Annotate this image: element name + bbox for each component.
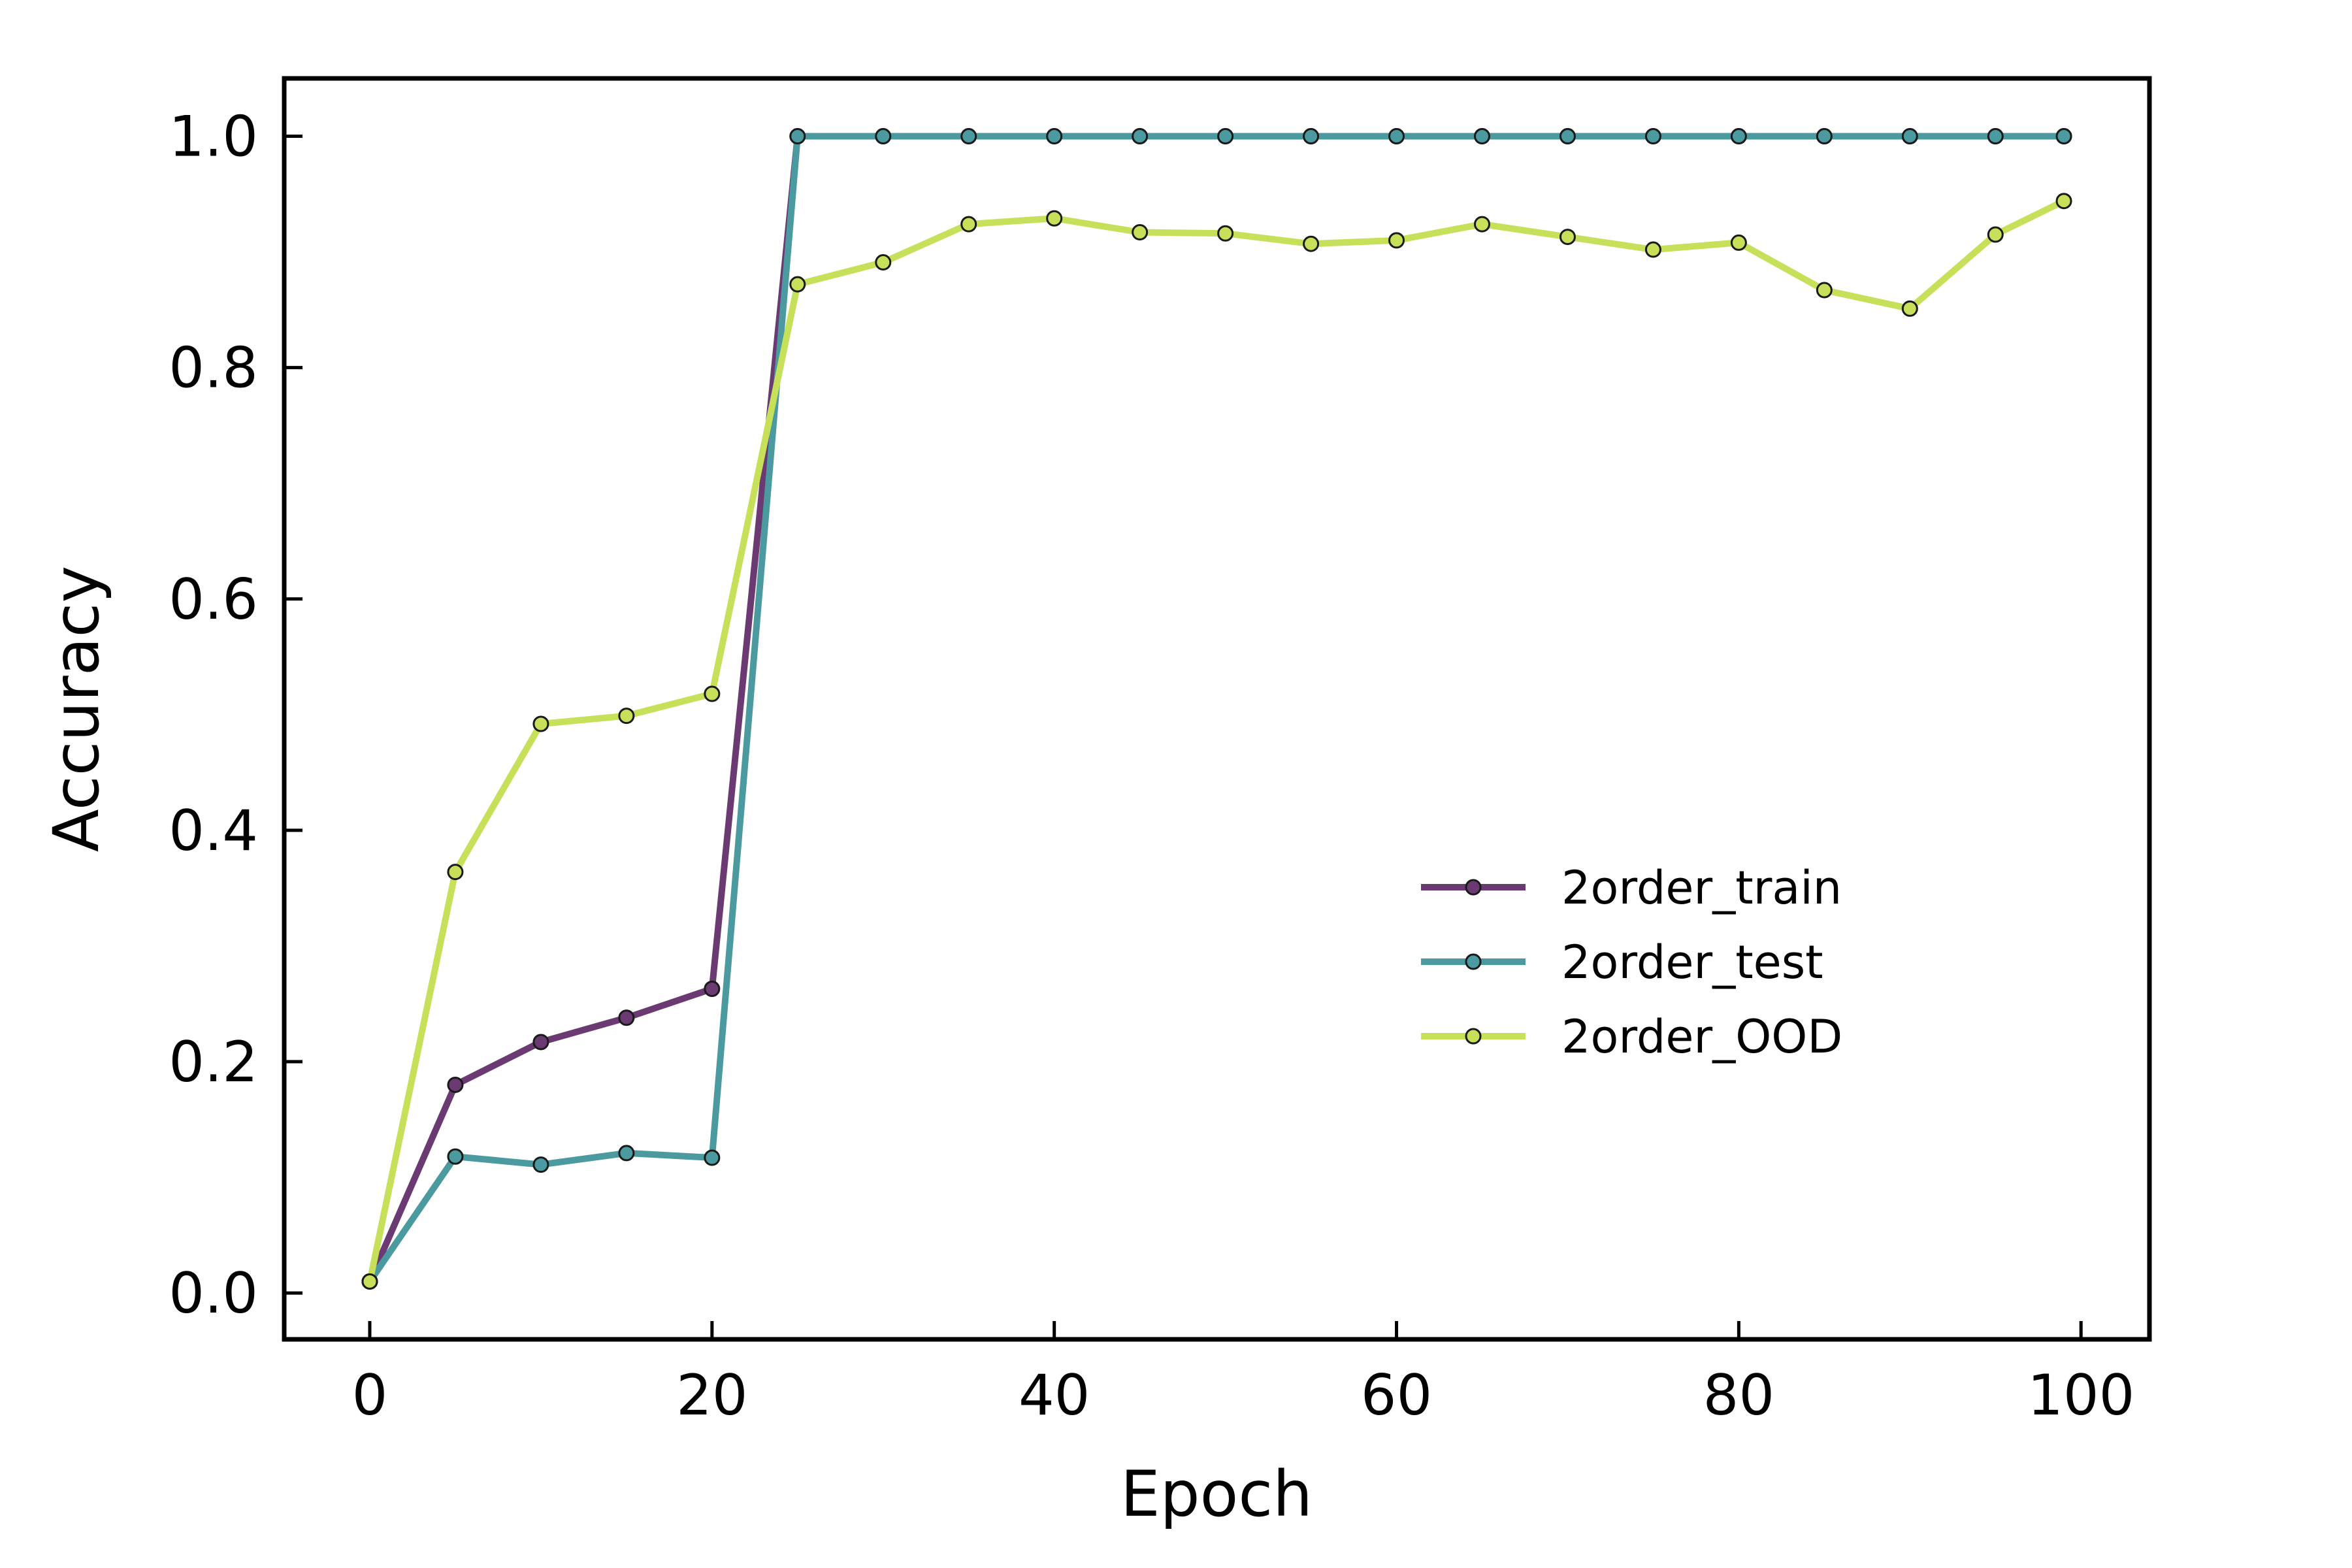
data-point (1644, 128, 1661, 145)
x-tick-label: 60 (1361, 1363, 1432, 1428)
legend: 2order_train 2order_test 2order_OOD (1421, 861, 1842, 1064)
data-point (875, 128, 892, 145)
x-tick-label: 0 (352, 1363, 388, 1428)
data-point (1217, 128, 1234, 145)
y-tick-label: 0.2 (169, 1030, 258, 1095)
x-tick-label: 80 (1703, 1363, 1774, 1428)
series-2order_test (361, 128, 2072, 1290)
data-point (1730, 128, 1747, 145)
y-tick-label: 1.0 (169, 105, 258, 170)
data-point (704, 1149, 721, 1166)
y-tick-label: 0.0 (169, 1261, 258, 1326)
data-point (960, 128, 977, 145)
data-point (618, 708, 635, 725)
data-point (447, 1076, 464, 1093)
legend-swatch-marker (1465, 953, 1482, 970)
data-point (1046, 128, 1063, 145)
data-point (1132, 128, 1149, 145)
data-point (447, 864, 464, 881)
legend-item: 2order_train (1421, 861, 1842, 915)
data-point (1816, 282, 1833, 299)
data-point (532, 715, 549, 732)
data-point (532, 1034, 549, 1051)
data-point (1132, 223, 1149, 240)
legend-label: 2order_OOD (1561, 1010, 1842, 1064)
data-point (875, 254, 892, 271)
data-point (1473, 216, 1490, 233)
data-point (532, 1156, 549, 1173)
x-tick-label: 20 (676, 1363, 747, 1428)
data-point (1816, 128, 1833, 145)
x-axis-title: Epoch (1120, 1458, 1313, 1531)
data-point (1559, 128, 1576, 145)
data-point (1901, 300, 1918, 317)
data-point (1303, 235, 1320, 252)
data-point (1046, 210, 1063, 227)
data-point (1388, 128, 1405, 145)
data-point (704, 980, 721, 997)
data-point (1730, 234, 1747, 251)
data-point (789, 276, 806, 293)
data-point (361, 1273, 378, 1290)
data-point (1388, 232, 1405, 249)
y-tick-label: 0.8 (169, 336, 258, 401)
data-point (1303, 128, 1320, 145)
plot-frame (282, 76, 2152, 1342)
data-point (1644, 241, 1661, 258)
axis-ticks: 0 20 40 60 80 100 0.0 0.2 0.4 0.6 0.8 1.0 (169, 105, 2134, 1428)
data-point (1987, 128, 2004, 145)
legend-item: 2order_test (1421, 936, 1823, 989)
data-point (1473, 128, 1490, 145)
data-point (447, 1148, 464, 1165)
data-point (1901, 128, 1918, 145)
data-point (704, 685, 721, 702)
y-tick-label: 0.6 (169, 567, 258, 632)
series-2order_OOD (361, 193, 2072, 1290)
data-point (618, 1009, 635, 1026)
legend-swatch-marker (1465, 879, 1482, 896)
data-point (1559, 229, 1576, 246)
legend-swatch-marker (1465, 1028, 1482, 1045)
data-point (960, 216, 977, 233)
data-point (1987, 226, 2004, 243)
y-axis-title: Accuracy (40, 566, 113, 852)
y-tick-label: 0.4 (169, 798, 258, 864)
legend-label: 2order_train (1561, 861, 1842, 915)
data-point (1217, 225, 1234, 242)
data-point (2055, 193, 2072, 210)
x-tick-label: 40 (1019, 1363, 1090, 1428)
series-layer (361, 128, 2072, 1290)
data-point (2055, 128, 2072, 145)
x-tick-label: 100 (2027, 1363, 2134, 1428)
legend-label: 2order_test (1561, 936, 1823, 989)
data-point (789, 128, 806, 145)
legend-item: 2order_OOD (1421, 1010, 1842, 1064)
data-point (618, 1145, 635, 1162)
